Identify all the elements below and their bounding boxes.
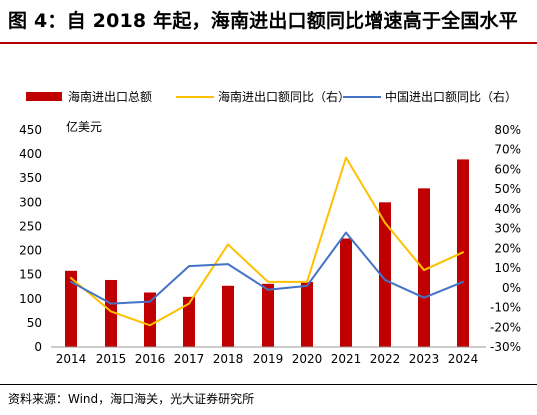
title-bar: 图 4：自 2018 年起，海南进出口额同比增速高于全国水平 (0, 0, 537, 44)
legend-label-total: 海南进出口总额 (68, 90, 153, 104)
x-tick-2019: 2019 (253, 352, 284, 366)
y-tick-300: 300 (19, 195, 42, 209)
x-tick-2020: 2020 (292, 352, 323, 366)
y2-tick-30%: 30% (494, 222, 521, 236)
y2-tick-60%: 60% (494, 162, 521, 176)
y-tick-400: 400 (19, 147, 42, 161)
y2-tick--20%: -20% (490, 320, 521, 334)
footer-divider (0, 384, 537, 385)
y2-tick-70%: 70% (494, 143, 521, 157)
y-axis-label: 亿美元 (66, 119, 102, 134)
bar-2022 (379, 202, 391, 347)
y2-tick-50%: 50% (494, 182, 521, 196)
legend-label-hainan: 海南进出口额同比（右） (218, 90, 351, 104)
y-tick-200: 200 (19, 244, 42, 258)
x-tick-2021: 2021 (331, 352, 362, 366)
bar-line-chart: 亿美元 2014 2015 2016 2017 2018 2019 2020 2021 2022… (19, 119, 521, 366)
legend-label-china: 中国进出口额同比（右） (385, 90, 518, 104)
bar-2017 (183, 296, 195, 347)
y2-tick--30%: -30% (490, 340, 521, 354)
legend-swatch-hainan (176, 96, 214, 98)
footer: 资料来源：Wind，海口海关，光大证券研究所 (0, 384, 537, 415)
x-tick-2016: 2016 (135, 352, 166, 366)
y-tick-100: 100 (19, 292, 42, 306)
x-tick-2023: 2023 (409, 352, 440, 366)
figure-title: 图 4：自 2018 年起，海南进出口额同比增速高于全国水平 (8, 10, 518, 32)
axes-group: 2014 2015 2016 2017 2018 2019 2020 2021 2022 2023… (19, 123, 521, 366)
y-tick-50: 50 (27, 316, 42, 330)
bar-2015 (105, 279, 117, 347)
legend-swatch-total (26, 92, 62, 101)
y-tick-150: 150 (19, 268, 42, 282)
source-note: 资料来源：Wind，海口海关，光大证券研究所 (8, 392, 255, 406)
legend-swatch-china (343, 96, 381, 98)
y2-tick-80%: 80% (494, 123, 521, 137)
x-tick-2018: 2018 (213, 352, 244, 366)
y2-tick-0%: 0% (502, 281, 521, 295)
lines-group (70, 156, 464, 327)
y2-tick-40%: 40% (494, 202, 521, 216)
bar-2021 (340, 238, 352, 347)
y-tick-250: 250 (19, 219, 42, 233)
x-tick-2015: 2015 (96, 352, 127, 366)
bar-2023 (418, 188, 430, 347)
y-tick-450: 450 (19, 123, 42, 137)
y2-tick--10%: -10% (490, 301, 521, 315)
x-tick-2014: 2014 (56, 352, 87, 366)
bar-2019 (262, 283, 274, 347)
legend: 海南进出口总额 海南进出口额同比（右） 中国进出口额同比（右） (26, 88, 526, 106)
bar-2014 (65, 270, 77, 347)
y2-tick-10%: 10% (494, 261, 521, 275)
x-tick-2017: 2017 (174, 352, 205, 366)
bars-group (65, 159, 469, 347)
x-tick-2024: 2024 (448, 352, 479, 366)
y-tick-350: 350 (19, 171, 42, 185)
y-tick-0: 0 (34, 340, 42, 354)
y2-tick-20%: 20% (494, 241, 521, 255)
x-tick-2022: 2022 (370, 352, 401, 366)
bar-2018 (222, 285, 234, 347)
bar-2016 (144, 292, 156, 347)
bar-2020 (301, 281, 313, 347)
